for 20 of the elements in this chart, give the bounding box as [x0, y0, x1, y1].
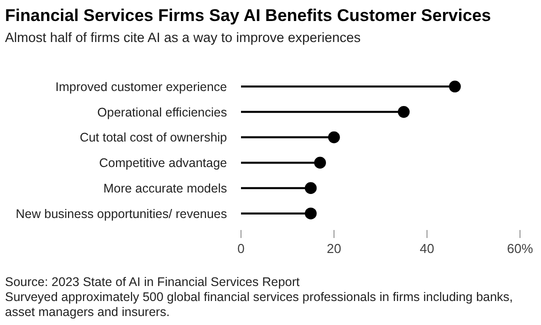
- point: [448, 80, 461, 92]
- y-tick-label: Operational efficiencies: [97, 105, 227, 120]
- x-tick-label: 40: [420, 241, 434, 256]
- y-tick-label: Improved customer experience: [55, 80, 228, 94]
- text: Surveyed approximately 500 global financial services professionals in firms including banks, asset managers and insurers.: [5, 290, 513, 319]
- point: [328, 131, 340, 144]
- point: [398, 106, 410, 118]
- x-tick-label: 0: [237, 241, 245, 256]
- point: [304, 182, 317, 194]
- y-tick-label: More accurate models: [103, 181, 227, 196]
- y-tick-label: New business opportunities/ revenues: [16, 206, 227, 221]
- chart-title: Financial Services Firms Say AI Benefits Customer Services: [5, 6, 491, 25]
- point: [304, 208, 317, 220]
- chart-subtitle: Almost half of firms cite AI as a way to improve experiences: [5, 30, 361, 45]
- x-tick-label: 60%: [506, 241, 534, 256]
- y-tick-label: Cut total cost of ownership: [80, 130, 228, 145]
- point: [314, 156, 326, 169]
- y-tick-label: Competitive advantage: [99, 156, 228, 170]
- source-note: Source: 2023 State of AI in Financial Services Report: [5, 275, 300, 289]
- x-tick-label: 20: [326, 241, 342, 256]
